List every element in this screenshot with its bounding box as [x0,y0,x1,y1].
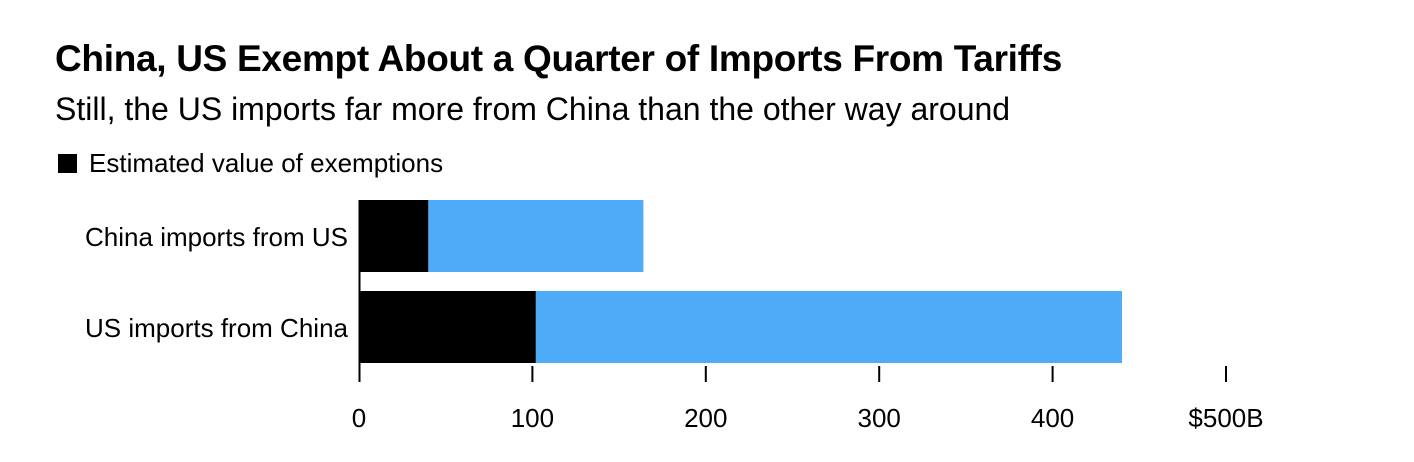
legend-label-exemptions: Estimated value of exemptions [89,148,444,178]
x-tick-label-200: 200 [684,403,727,433]
legend: Estimated value of exemptions [58,146,443,180]
chart-title: China, US Exempt About a Quarter of Impo… [55,38,1062,79]
legend-swatch-exemptions [58,153,77,173]
bar-remainder-us-imports-from-china [535,291,1122,363]
bar-remainder-china-imports-from-us [428,200,644,272]
x-tick-label-400: 400 [1031,403,1074,433]
x-tick-label-100: 100 [511,403,554,433]
bar-exemptions-us-imports-from-china [359,291,536,363]
category-label-china-imports-from-us: China imports from US [85,222,348,252]
x-tick-label-300: 300 [858,403,901,433]
chart-subtitle: Still, the US imports far more from Chin… [55,91,1011,127]
category-label-us-imports-from-china: US imports from China [85,313,348,343]
x-tick-label-500: $500B [1188,403,1263,433]
x-tick-label-0: 0 [352,403,366,433]
bar-exemptions-china-imports-from-us [359,200,429,272]
